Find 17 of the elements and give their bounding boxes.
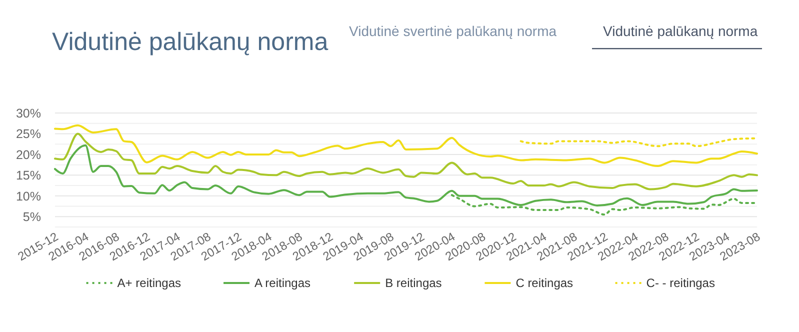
legend-label: C- - reitingas (646, 276, 715, 290)
legend-label: C reitingas (516, 276, 574, 290)
y-tick-label: 10% (16, 189, 41, 204)
y-tick-label: 15% (16, 168, 41, 183)
legend-label: B reitingas (385, 276, 442, 290)
y-tick-label: 30% (16, 106, 41, 120)
legend-label: A reitingas (254, 276, 311, 290)
line-series (54, 132, 758, 190)
chart-title: Vidutinė palūkanų norma (52, 28, 328, 56)
y-tick-label: 5% (22, 210, 41, 224)
y-tick-label: 20% (16, 148, 41, 162)
text: Vidutinė svertinė palūkanų norma (349, 23, 557, 39)
legend-label: A+ reitingas (117, 276, 182, 290)
line-series (520, 137, 758, 148)
text: Vidutinė palūkanų norma (603, 23, 758, 39)
y-tick-label: 25% (16, 127, 41, 142)
line-series (54, 124, 758, 168)
